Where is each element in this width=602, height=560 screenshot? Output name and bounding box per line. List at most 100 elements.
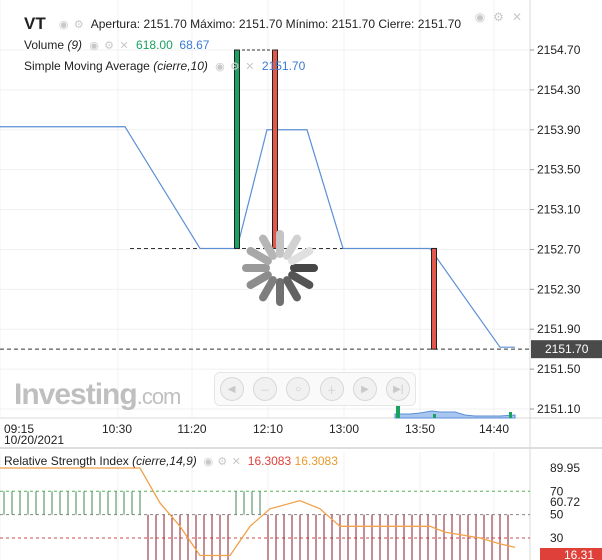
axes: 2154.70 2154.30 2153.90 2153.50 2153.10 2152.… bbox=[4, 43, 602, 447]
close-icon[interactable]: ✕ bbox=[511, 10, 522, 24]
close-icon[interactable]: ✕ bbox=[245, 60, 255, 73]
settings-icon[interactable]: ⚙ bbox=[493, 10, 504, 24]
brand-logo: Investing.com bbox=[14, 378, 182, 412]
rsi-tick-label: 89.95 bbox=[550, 461, 580, 475]
y-tick-label: 2152.70 bbox=[537, 242, 581, 256]
spinner-spoke bbox=[283, 234, 301, 260]
y-tick-label: 2154.30 bbox=[537, 83, 581, 97]
spinner-spoke bbox=[259, 234, 277, 260]
brand-name: Investing bbox=[14, 378, 138, 411]
zoom-reset-icon[interactable]: ○ bbox=[286, 377, 311, 401]
rsi-tick-label: 30 bbox=[550, 531, 564, 545]
y-tick-label: 2151.90 bbox=[537, 322, 581, 336]
settings-icon[interactable]: ⚙ bbox=[217, 455, 228, 468]
rsi-current-label: 16.31 bbox=[564, 548, 594, 560]
rsi-tick-label: 70 bbox=[550, 484, 564, 498]
scroll-right-icon[interactable]: ▶ bbox=[352, 377, 377, 401]
candle bbox=[234, 49, 240, 249]
x-date-label: 10/20/2021 bbox=[4, 433, 64, 447]
close-icon[interactable]: ✕ bbox=[119, 39, 129, 52]
eye-icon[interactable]: ◉ bbox=[89, 39, 99, 52]
price-series bbox=[0, 126, 515, 348]
close-label: Cierre: bbox=[378, 17, 415, 31]
close-value: 2151.70 bbox=[417, 17, 462, 31]
volume-param: (9) bbox=[67, 38, 83, 52]
rsi-tick-label: 60.72 bbox=[550, 495, 580, 509]
settings-icon[interactable]: ⚙ bbox=[229, 60, 240, 73]
y-tick-label: 2151.50 bbox=[537, 362, 581, 376]
brand-suffix: .com bbox=[136, 384, 182, 409]
rsi-current-box bbox=[540, 548, 602, 560]
sma-line bbox=[0, 126, 515, 348]
price-label-box bbox=[531, 340, 602, 359]
eye-icon[interactable]: ◉ bbox=[58, 18, 69, 31]
open-value: 2151.70 bbox=[143, 17, 187, 31]
chart-legend: VT ◉ ⚙ Apertura: 2151.70 Máximo: 2151.70 … bbox=[0, 0, 530, 80]
rsi-name: Relative Strength Index bbox=[4, 454, 129, 468]
volume-ma-value: 68.67 bbox=[179, 38, 210, 52]
chart-navigation-bar: ◀ － ○ ＋ ▶ ▶| bbox=[214, 372, 416, 406]
volume-area-fill bbox=[394, 410, 516, 419]
volume-bar bbox=[433, 414, 436, 418]
chart-toolbar: ◉ ⚙ ✕ bbox=[475, 10, 522, 24]
high-label: Máximo: bbox=[190, 17, 236, 31]
volume-name: Volume bbox=[24, 38, 65, 52]
symbol-legend: VT ◉ ⚙ Apertura: 2151.70 Máximo: 2151.70 … bbox=[24, 14, 461, 34]
sma-value: 2151.70 bbox=[261, 59, 306, 73]
y-tick-label: 2153.10 bbox=[537, 203, 581, 217]
rsi-param: (cierre,14,9) bbox=[132, 454, 197, 468]
price-label: 2151.70 bbox=[545, 342, 589, 356]
volume-value: 618.00 bbox=[136, 38, 173, 52]
sma-legend: Simple Moving Average (cierre,10) ◉ ⚙ ✕ 21… bbox=[24, 59, 305, 73]
close-icon[interactable]: ✕ bbox=[231, 455, 241, 468]
y-tick-label: 2152.30 bbox=[537, 282, 581, 296]
settings-icon[interactable]: ⚙ bbox=[73, 18, 84, 31]
spinner-spoke bbox=[246, 247, 272, 265]
jump-to-end-icon[interactable]: ▶| bbox=[386, 377, 411, 401]
x-tick-label: 11:20 bbox=[177, 422, 206, 436]
spinner-spoke bbox=[288, 247, 314, 265]
x-tick-label: 13:00 bbox=[329, 422, 359, 436]
spinner-spoke bbox=[246, 271, 272, 289]
x-tick-label: 09:15 bbox=[4, 422, 34, 436]
zoom-in-icon[interactable]: ＋ bbox=[319, 377, 344, 401]
rsi-line bbox=[0, 467, 516, 557]
eye-icon[interactable]: ◉ bbox=[215, 60, 225, 73]
zoom-out-icon[interactable]: － bbox=[252, 377, 277, 401]
eye-icon[interactable]: ◉ bbox=[474, 10, 486, 24]
volume-bar bbox=[509, 412, 512, 418]
spinner-spoke bbox=[283, 276, 301, 302]
symbol-name: VT bbox=[24, 14, 46, 33]
y-tick-label: 2154.70 bbox=[537, 43, 581, 57]
eye-icon[interactable]: ◉ bbox=[203, 455, 214, 468]
rsi-value: 16.3083 bbox=[247, 454, 292, 468]
x-tick-label: 13:50 bbox=[405, 422, 435, 436]
rsi-legend: Relative Strength Index (cierre,14,9) ◉ ⚙… bbox=[4, 454, 338, 468]
x-tick-label: 12:10 bbox=[253, 422, 283, 436]
scroll-left-icon[interactable]: ◀ bbox=[219, 377, 244, 401]
low-value: 2151.70 bbox=[331, 17, 376, 31]
rsi-tick-label: 50 bbox=[550, 508, 564, 522]
sma-param: (cierre,10) bbox=[153, 59, 208, 73]
loading-spinner-icon bbox=[242, 230, 318, 306]
spinner-spoke bbox=[288, 271, 314, 289]
open-label: Apertura: bbox=[90, 17, 141, 31]
y-tick-label: 2151.10 bbox=[537, 402, 581, 416]
low-label: Mínimo: bbox=[285, 17, 329, 31]
candle bbox=[272, 49, 278, 249]
high-value: 2151.70 bbox=[238, 17, 283, 31]
y-tick-label: 2153.90 bbox=[537, 123, 581, 137]
rsi-signal-value: 16.3083 bbox=[294, 454, 338, 468]
candles bbox=[234, 49, 437, 350]
settings-icon[interactable]: ⚙ bbox=[104, 39, 114, 52]
y-tick-label: 2153.50 bbox=[537, 163, 581, 177]
volume-legend: Volume (9) ◉ ⚙ ✕ 618.00 68.67 bbox=[24, 38, 209, 52]
x-tick-label: 14:40 bbox=[479, 422, 509, 436]
spinner-spoke bbox=[259, 276, 277, 302]
candle bbox=[431, 247, 437, 350]
x-tick-label: 10:30 bbox=[102, 422, 132, 436]
sma-name: Simple Moving Average bbox=[24, 59, 150, 73]
